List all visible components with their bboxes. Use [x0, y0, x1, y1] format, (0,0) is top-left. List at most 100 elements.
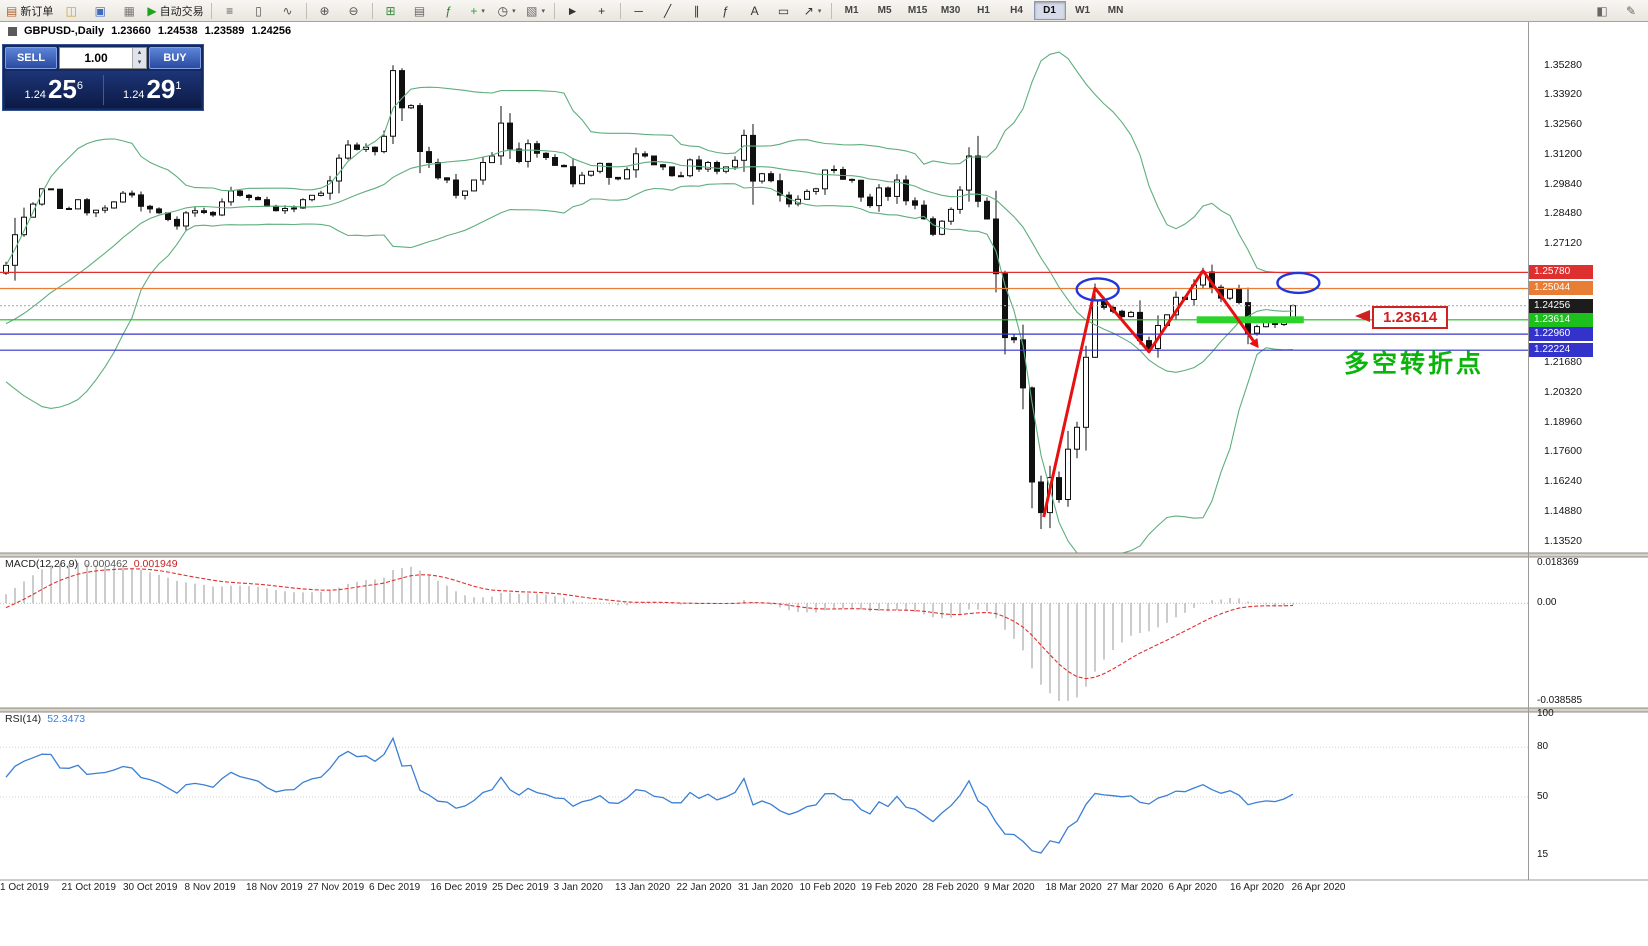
market-watch-icon: ▣ — [94, 3, 107, 18]
chart-shift-icon: ◧ — [1596, 3, 1608, 18]
volume-input[interactable] — [60, 48, 132, 68]
timeframe-w1-button[interactable]: W1 — [1075, 5, 1091, 16]
timeframe-d1-button[interactable]: D1 — [1033, 1, 1066, 20]
horizontal-line-tool-icon: ─ — [634, 3, 643, 18]
volume-down-button[interactable]: ▾ — [133, 58, 146, 68]
zoom-in-button[interactable]: ⊕ — [311, 0, 339, 21]
template-menu-button[interactable]: ▧ ▾ — [522, 0, 550, 21]
price-callout-label[interactable]: 1.23614 — [1372, 306, 1449, 329]
date-axis-label[interactable]: 22 Jan 2020 — [676, 882, 732, 893]
date-axis-label[interactable]: 19 Feb 2020 — [861, 882, 918, 893]
price-tag[interactable]: 1.25780 — [1529, 265, 1593, 280]
price-tag[interactable]: 1.22224 — [1529, 343, 1593, 358]
toolbar-separator — [553, 2, 555, 19]
date-axis-label[interactable]: 27 Mar 2020 — [1107, 882, 1164, 893]
price-axis-label: 1.32560 — [1544, 118, 1582, 131]
price-tag[interactable]: 1.22960 — [1529, 327, 1593, 342]
period-menu-button[interactable]: ◷ ▾ — [493, 0, 521, 21]
timeframe-m15-button[interactable]: M15 — [907, 5, 928, 16]
terminal-button[interactable]: ▦ — [115, 0, 143, 21]
candlestick-chart-type-button[interactable]: ▯ — [245, 0, 273, 21]
sell-button[interactable]: SELL — [5, 47, 57, 69]
date-axis-label[interactable]: 25 Dec 2019 — [492, 882, 549, 893]
price-tag[interactable]: 1.25044 — [1529, 281, 1593, 296]
text-tool-button[interactable]: A — [741, 0, 769, 21]
price-axis-label: 1.31200 — [1544, 147, 1582, 160]
auto-trading-icon: ▶ — [147, 3, 157, 18]
chart-shift-button[interactable]: ◧ — [1588, 0, 1616, 21]
buy-price-display[interactable]: 1.24291 — [104, 74, 202, 105]
cursor-tool-button[interactable]: ► — [559, 0, 587, 21]
price-axis-label: 1.21680 — [1544, 356, 1582, 369]
ohlc-low: 1.23589 — [204, 25, 245, 37]
date-axis-label[interactable]: 1 Oct 2019 — [0, 882, 49, 893]
sell-price-pip: 6 — [76, 80, 83, 92]
line-chart-type-icon: ∿ — [282, 3, 293, 18]
macd-main-value: 0.000462 — [83, 558, 128, 570]
channel-tool-button[interactable]: ∥ — [683, 0, 711, 21]
toolbar-separator — [305, 2, 307, 19]
volume-spin-buttons: ▴ ▾ — [132, 48, 146, 68]
timeframe-m5-button[interactable]: M5 — [877, 5, 892, 16]
date-axis-label[interactable]: 21 Oct 2019 — [61, 882, 116, 893]
rsi-indicator-label: RSI(14) 52.3473 — [5, 713, 85, 725]
crosshair-tool-button[interactable]: + — [588, 0, 616, 21]
date-axis-label[interactable]: 8 Nov 2019 — [184, 882, 236, 893]
price-axis-label: 1.27120 — [1544, 237, 1582, 250]
timeframe-h4-button[interactable]: H4 — [1010, 5, 1023, 16]
auto-arrange-icon: ▤ — [413, 3, 426, 18]
buy-button[interactable]: BUY — [149, 47, 201, 69]
price-tag[interactable]: 1.23614 — [1529, 312, 1593, 327]
market-watch-button[interactable]: ▣ — [86, 0, 114, 21]
auto-arrange-button[interactable]: ▤ — [406, 0, 434, 21]
auto-trading-button[interactable]: ▶ 自动交易 — [144, 0, 206, 21]
price-tag[interactable]: 1.24256 — [1529, 298, 1593, 313]
timeframe-m1-button[interactable]: M1 — [844, 5, 859, 16]
date-axis-label[interactable]: 10 Feb 2020 — [799, 882, 856, 893]
date-axis-label[interactable]: 28 Feb 2020 — [922, 882, 979, 893]
arrows-tool-button[interactable]: ↗ ▾ — [799, 0, 827, 21]
date-axis-label[interactable]: 16 Dec 2019 — [430, 882, 488, 893]
bar-chart-type-button[interactable]: ≡ — [216, 0, 244, 21]
date-axis-label[interactable]: 13 Jan 2020 — [615, 882, 671, 893]
quick-edit-button[interactable]: ✎ — [1617, 0, 1645, 21]
timeframe-mn-button[interactable]: MN — [1107, 5, 1124, 16]
new-order-button[interactable]: ▤ 新订单 — [3, 0, 56, 21]
date-axis-label[interactable]: 30 Oct 2019 — [123, 882, 178, 893]
date-axis-label[interactable]: 3 Jan 2020 — [553, 882, 604, 893]
chart-windows-button[interactable]: ◫ — [57, 0, 85, 21]
one-click-trading-panel: SELL ▴ ▾ BUY 1.24256 1.24291 — [2, 44, 204, 111]
date-axis-label[interactable]: 31 Jan 2020 — [738, 882, 794, 893]
indicators-list-button[interactable]: ƒ — [435, 0, 463, 21]
add-indicator-button[interactable]: + ▾ — [464, 0, 492, 21]
toolbar-separator — [210, 2, 212, 19]
price-chart-svg[interactable] — [0, 22, 1648, 946]
date-axis-label[interactable]: 9 Mar 2020 — [984, 882, 1035, 893]
price-axis-label: 1.33920 — [1544, 88, 1582, 101]
date-axis-label[interactable]: 18 Nov 2019 — [246, 882, 303, 893]
volume-up-button[interactable]: ▴ — [133, 48, 146, 58]
fibonacci-tool-button[interactable]: ƒ — [712, 0, 740, 21]
timeframe-m30-button[interactable]: M30 — [940, 5, 961, 16]
ohlc-close: 1.24256 — [251, 25, 292, 37]
date-axis-label[interactable]: 26 Apr 2020 — [1291, 882, 1346, 893]
price-axis-label: 1.16240 — [1544, 475, 1582, 488]
buy-price-prefix: 1.24 — [123, 89, 145, 101]
zoom-out-button[interactable]: ⊖ — [340, 0, 368, 21]
date-axis-label[interactable]: 18 Mar 2020 — [1045, 882, 1102, 893]
annotation-text: 多空转折点 — [1344, 350, 1485, 378]
line-chart-type-button[interactable]: ∿ — [274, 0, 302, 21]
date-axis-label[interactable]: 16 Apr 2020 — [1230, 882, 1284, 893]
price-axis-label: 1.14880 — [1544, 504, 1582, 517]
horizontal-line-tool-button[interactable]: ─ — [625, 0, 653, 21]
timeframe-h1-button[interactable]: H1 — [977, 5, 990, 16]
shapes-tool-button[interactable]: ▭ — [770, 0, 798, 21]
chart-title: GBPUSD-,Daily 1.23660 1.24538 1.23589 1.… — [8, 25, 291, 37]
buy-price-big: 29 — [146, 74, 176, 104]
date-axis-label[interactable]: 6 Apr 2020 — [1168, 882, 1217, 893]
date-axis-label[interactable]: 27 Nov 2019 — [307, 882, 365, 893]
date-axis-label[interactable]: 6 Dec 2019 — [369, 882, 421, 893]
trendline-tool-button[interactable]: ╱ — [654, 0, 682, 21]
sell-price-display[interactable]: 1.24256 — [5, 74, 103, 105]
tile-windows-button[interactable]: ⊞ — [377, 0, 405, 21]
